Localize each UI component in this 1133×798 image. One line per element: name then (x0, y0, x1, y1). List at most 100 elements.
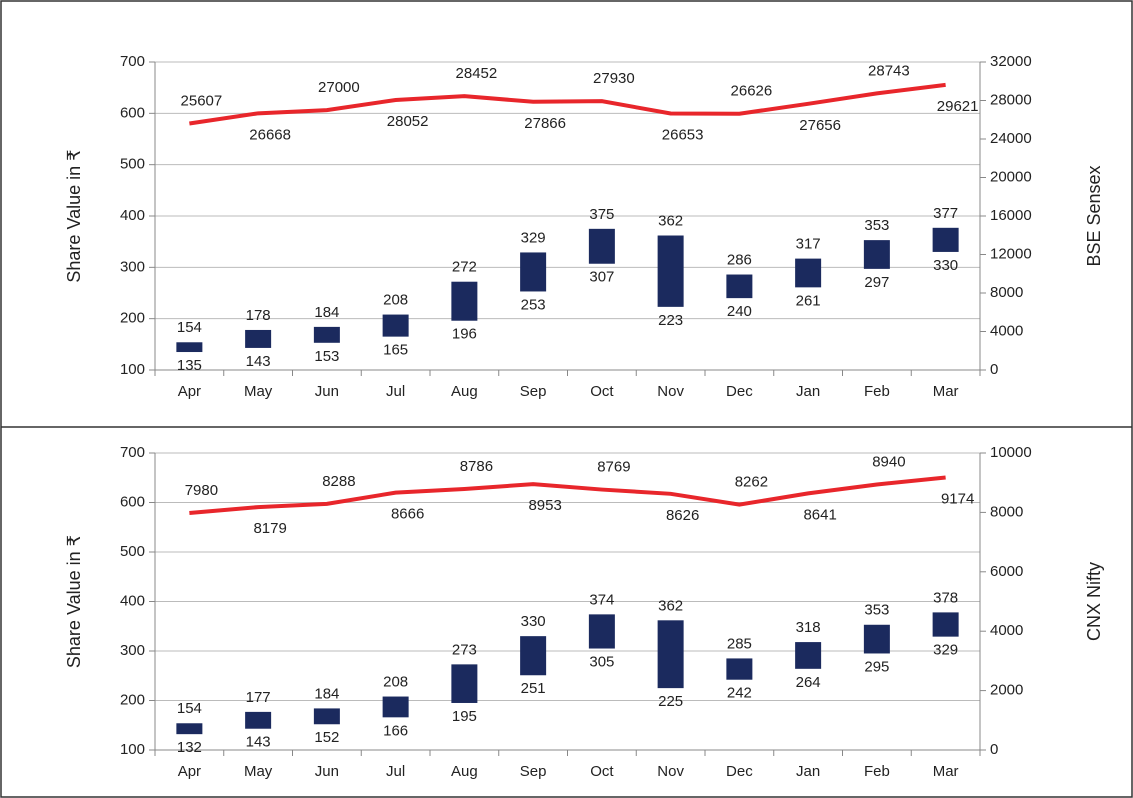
y-tick-label: 500 (120, 156, 145, 173)
low-label: 261 (796, 292, 821, 309)
range-bar (863, 624, 890, 654)
high-label: 375 (589, 206, 614, 223)
x-tick-label: Feb (864, 383, 890, 400)
y2-tick-label: 16000 (990, 207, 1032, 224)
low-label: 165 (383, 342, 408, 359)
low-label: 307 (589, 269, 614, 286)
y2-tick-label: 4000 (990, 622, 1023, 639)
y-axis-title: Share Value in ₹ (64, 535, 84, 668)
y2-tick-label: 8000 (990, 284, 1023, 301)
line-label: 27656 (799, 117, 841, 134)
range-bar (245, 711, 272, 729)
y-axis-title: Share Value in ₹ (64, 149, 84, 282)
line-label: 8288 (322, 473, 355, 490)
line-label: 8786 (460, 458, 493, 475)
high-label: 184 (314, 304, 339, 321)
y-tick-label: 100 (120, 361, 145, 378)
range-bar (588, 614, 615, 649)
low-label: 195 (452, 708, 477, 725)
line-label: 25607 (181, 93, 223, 110)
high-label: 362 (658, 597, 683, 614)
high-label: 208 (383, 292, 408, 309)
x-tick-label: Jun (315, 383, 339, 400)
y2-tick-label: 24000 (990, 130, 1032, 147)
x-tick-label: Mar (933, 763, 959, 780)
y2-axis-title: BSE Sensex (1084, 165, 1104, 266)
x-tick-label: Oct (590, 383, 614, 400)
high-label: 374 (589, 591, 614, 608)
low-label: 242 (727, 685, 752, 702)
y-tick-label: 200 (120, 691, 145, 708)
low-label: 166 (383, 722, 408, 739)
line-label: 8626 (666, 507, 699, 524)
y2-tick-label: 4000 (990, 322, 1023, 339)
line-label: 8769 (597, 459, 630, 476)
y-tick-label: 200 (120, 310, 145, 327)
low-label: 143 (246, 353, 271, 370)
high-label: 184 (314, 685, 339, 702)
high-label: 154 (177, 319, 202, 336)
line-label: 27866 (524, 115, 566, 132)
y2-tick-label: 28000 (990, 91, 1032, 108)
low-label: 223 (658, 312, 683, 329)
y2-tick-label: 32000 (990, 53, 1032, 70)
range-bar (863, 240, 890, 269)
low-label: 264 (796, 674, 821, 691)
high-label: 353 (864, 602, 889, 619)
high-label: 208 (383, 674, 408, 691)
high-label: 317 (796, 236, 821, 253)
line-label: 8953 (528, 497, 561, 514)
x-tick-label: Jan (796, 383, 820, 400)
y-tick-label: 400 (120, 207, 145, 224)
x-tick-label: Dec (726, 383, 753, 400)
line (189, 475, 946, 515)
y2-tick-label: 0 (990, 361, 998, 378)
range-bar (245, 329, 272, 348)
x-tick-label: Feb (864, 763, 890, 780)
low-label: 330 (933, 257, 958, 274)
low-label: 196 (452, 326, 477, 343)
y2-tick-label: 20000 (990, 168, 1032, 185)
y2-tick-label: 0 (990, 741, 998, 758)
y2-tick-label: 8000 (990, 503, 1023, 520)
high-label: 378 (933, 589, 958, 606)
low-label: 297 (864, 274, 889, 291)
range-bar (176, 723, 203, 735)
low-label: 225 (658, 693, 683, 710)
high-label: 177 (246, 689, 271, 706)
line-label: 8179 (253, 520, 286, 537)
line-label: 8666 (391, 506, 424, 523)
x-tick-label: Aug (451, 383, 478, 400)
high-label: 273 (452, 641, 477, 658)
x-tick-label: Dec (726, 763, 753, 780)
x-tick-label: Jun (315, 763, 339, 780)
high-label: 178 (246, 307, 271, 324)
low-label: 143 (246, 734, 271, 751)
range-bar (382, 314, 409, 337)
y-tick-label: 700 (120, 444, 145, 461)
range-bar (726, 274, 753, 299)
high-label: 286 (727, 251, 752, 268)
line-label: 28052 (387, 113, 429, 130)
x-tick-label: Jul (386, 763, 405, 780)
range-bar (795, 258, 822, 288)
range-bar (795, 642, 822, 669)
y-tick-label: 300 (120, 258, 145, 275)
low-label: 153 (314, 348, 339, 365)
range-bar (657, 620, 684, 689)
low-label: 240 (727, 303, 752, 320)
high-label: 377 (933, 205, 958, 222)
range-bar (451, 664, 478, 703)
low-label: 295 (864, 658, 889, 675)
range-bar (176, 342, 203, 353)
line (189, 82, 946, 126)
y-tick-label: 600 (120, 104, 145, 121)
y-tick-label: 100 (120, 741, 145, 758)
range-bar (520, 252, 547, 292)
low-label: 152 (314, 729, 339, 746)
y2-tick-label: 10000 (990, 444, 1032, 461)
range-bar (520, 636, 547, 676)
x-tick-label: Aug (451, 763, 478, 780)
